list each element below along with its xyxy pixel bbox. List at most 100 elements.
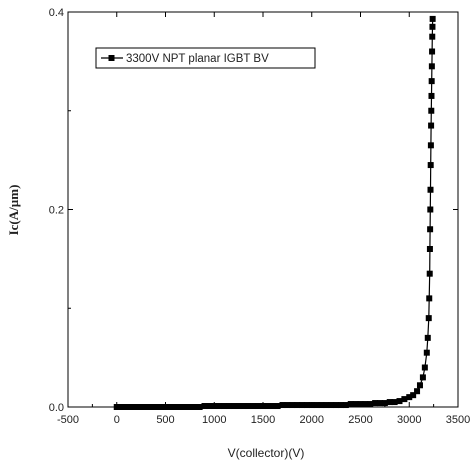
data-point <box>250 403 257 410</box>
x-tick-label: 3000 <box>397 414 421 426</box>
data-point <box>377 400 383 407</box>
data-point <box>308 402 315 409</box>
series-layer <box>113 15 436 410</box>
data-point <box>294 402 301 409</box>
series-line <box>116 18 434 408</box>
data-point <box>414 388 421 395</box>
data-point <box>428 92 435 99</box>
data-point <box>138 404 145 410</box>
y-tick-label: 0.0 <box>49 402 64 414</box>
data-point <box>177 404 184 410</box>
data-point <box>201 403 208 410</box>
data-point <box>157 404 164 410</box>
data-point <box>221 403 227 410</box>
data-point <box>429 15 436 22</box>
data-point <box>342 402 349 409</box>
data-point <box>182 404 188 410</box>
data-point <box>429 48 436 55</box>
y-tick-label: 0.4 <box>49 7 64 19</box>
data-point <box>347 401 354 408</box>
x-tick-label: 2000 <box>300 414 324 426</box>
data-point <box>230 403 237 410</box>
data-point <box>423 349 430 356</box>
data-point <box>421 364 428 371</box>
x-tick-label: 1000 <box>202 414 226 426</box>
x-tick-label: -500 <box>57 414 79 426</box>
data-point <box>235 403 242 410</box>
data-point <box>410 392 417 399</box>
data-point <box>299 402 305 409</box>
data-point <box>428 107 435 114</box>
data-point <box>427 206 434 213</box>
data-point <box>427 142 434 149</box>
data-point <box>426 295 433 302</box>
data-point <box>428 122 435 129</box>
data-point <box>428 63 435 70</box>
data-point <box>240 403 247 410</box>
x-tick-label: 0 <box>114 414 120 426</box>
data-point <box>113 404 120 410</box>
plot-frame <box>67 11 459 408</box>
legend-marker <box>108 55 115 61</box>
data-point <box>167 404 174 410</box>
data-point <box>429 23 436 30</box>
data-point <box>225 403 232 410</box>
data-point <box>128 404 135 410</box>
data-point <box>328 402 335 409</box>
data-point <box>118 404 125 410</box>
data-point <box>372 400 379 407</box>
data-point <box>245 403 252 410</box>
y-axis-title: Ic(A/µm) <box>6 185 21 236</box>
legend: 3300V NPT planar IGBT BV <box>95 47 316 69</box>
legend-label: 3300V NPT planar IGBT BV <box>126 53 269 65</box>
data-point <box>425 315 432 322</box>
data-point <box>323 402 330 409</box>
data-point <box>279 402 286 409</box>
data-point <box>152 404 159 410</box>
data-point <box>289 402 296 409</box>
x-tick-label: 500 <box>156 414 174 426</box>
data-point <box>338 402 344 409</box>
data-point <box>303 402 310 409</box>
data-point <box>133 404 140 410</box>
data-point <box>426 270 433 277</box>
data-point <box>367 401 374 408</box>
data-point <box>269 403 276 410</box>
data-point <box>216 403 223 410</box>
x-tick-label: 3500 <box>446 414 470 426</box>
data-point <box>381 400 388 407</box>
data-point <box>427 186 434 193</box>
data-point <box>147 404 154 410</box>
data-point <box>362 401 369 408</box>
x-tick-label: 1500 <box>251 414 275 426</box>
data-point <box>424 334 431 341</box>
data-point <box>186 404 193 410</box>
data-point <box>196 404 203 410</box>
data-point <box>429 33 436 40</box>
data-point <box>206 403 213 410</box>
data-point <box>396 398 403 405</box>
data-point <box>274 403 281 410</box>
data-point <box>318 402 325 409</box>
x-axis-title: V(collector)(V) <box>228 446 305 460</box>
data-point <box>406 394 413 401</box>
data-point <box>352 401 359 408</box>
data-point <box>264 403 271 410</box>
data-point <box>284 402 291 409</box>
data-point <box>255 403 262 410</box>
axes: -500 0 500 1000 1500 2000 2500 3000 3500 0.0 0.2 0.… <box>49 7 471 426</box>
x-tick-label: 2500 <box>348 414 372 426</box>
data-point <box>391 399 398 406</box>
data-point <box>357 401 364 408</box>
data-point <box>401 396 408 403</box>
data-point <box>191 404 198 410</box>
data-point <box>427 226 434 233</box>
legend-box <box>95 47 316 69</box>
data-point <box>313 402 320 409</box>
data-point <box>211 403 218 410</box>
data-point <box>143 404 149 410</box>
data-point <box>123 404 130 410</box>
data-point <box>419 374 426 381</box>
